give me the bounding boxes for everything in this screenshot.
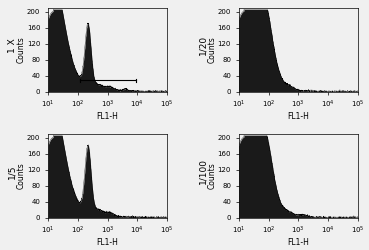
X-axis label: FL1-H: FL1-H (97, 238, 118, 247)
Text: 1/20: 1/20 (199, 35, 207, 55)
Text: 1/100: 1/100 (199, 158, 207, 184)
Text: 1 X: 1 X (8, 38, 17, 53)
X-axis label: FL1-H: FL1-H (287, 238, 309, 247)
X-axis label: FL1-H: FL1-H (97, 112, 118, 121)
Y-axis label: Counts: Counts (207, 162, 216, 189)
Y-axis label: Counts: Counts (17, 162, 25, 189)
Text: 1/5: 1/5 (8, 164, 17, 178)
X-axis label: FL1-H: FL1-H (287, 112, 309, 121)
Y-axis label: Counts: Counts (17, 36, 25, 63)
Y-axis label: Counts: Counts (207, 36, 216, 63)
